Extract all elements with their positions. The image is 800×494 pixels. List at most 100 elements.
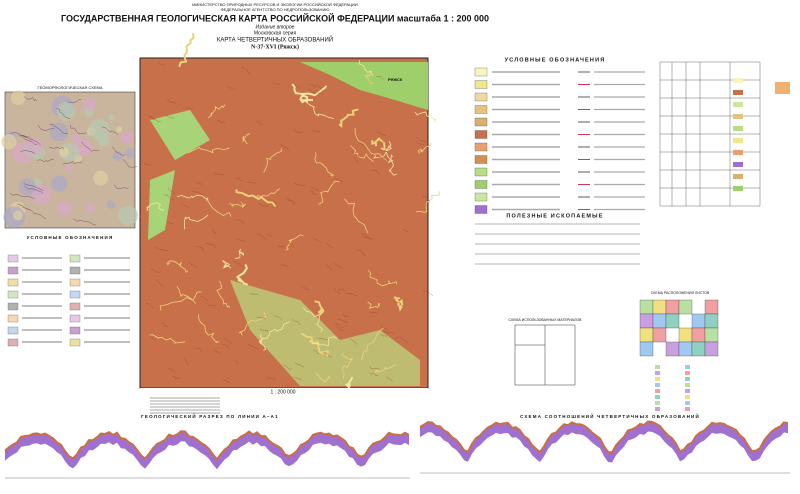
contour — [188, 262, 198, 269]
river — [371, 137, 386, 150]
contour — [356, 248, 366, 256]
contour — [380, 141, 388, 146]
sheet-key — [685, 383, 690, 387]
contour — [394, 300, 403, 307]
contour — [195, 347, 203, 352]
contour — [313, 349, 320, 355]
river — [338, 108, 359, 128]
contour — [221, 344, 230, 349]
contour — [300, 285, 310, 290]
inset-line — [113, 185, 129, 190]
contour — [312, 129, 321, 132]
contour — [380, 333, 387, 337]
river — [258, 338, 267, 351]
contour — [277, 245, 286, 248]
table-swatch — [733, 150, 743, 155]
sheet-cell — [639, 313, 654, 329]
inset-line — [62, 161, 82, 165]
contour — [256, 317, 266, 320]
inset-line — [49, 123, 69, 134]
contour — [236, 238, 246, 243]
sheet-key — [655, 377, 660, 381]
river — [354, 127, 388, 161]
contour — [384, 330, 395, 334]
materials-scheme — [514, 324, 576, 386]
legend-swatch — [7, 338, 19, 347]
contour — [371, 170, 381, 175]
contour — [205, 242, 216, 248]
map-notes — [150, 397, 220, 414]
sheet-key — [685, 401, 690, 405]
sheet-cell — [652, 313, 667, 329]
sheet-cell — [652, 299, 667, 315]
contour — [247, 181, 257, 185]
sheet-cell — [691, 313, 706, 329]
inset-zone — [119, 130, 133, 144]
map-zone — [230, 280, 420, 386]
river — [183, 214, 209, 230]
river — [263, 148, 282, 173]
river — [206, 197, 232, 217]
river — [389, 153, 398, 176]
contour — [192, 191, 204, 196]
inset-zone — [56, 101, 76, 121]
contour — [196, 182, 204, 187]
river — [146, 202, 164, 212]
contour — [162, 321, 169, 328]
river — [166, 260, 189, 273]
contour — [227, 86, 236, 90]
sheet-key — [685, 377, 690, 381]
contour — [377, 155, 390, 162]
inset-line — [70, 124, 87, 135]
inset-zone — [82, 97, 97, 112]
contour — [223, 338, 233, 345]
inset-zone — [93, 170, 109, 186]
inset-zone — [64, 163, 73, 172]
table-swatch — [733, 114, 743, 119]
river — [207, 104, 226, 119]
inset-zone — [18, 178, 36, 196]
legend-swatch — [474, 167, 488, 177]
contour — [351, 151, 360, 159]
sheet-cell — [665, 299, 680, 315]
inset-zone — [118, 205, 138, 226]
inset-line — [18, 133, 41, 146]
contour — [234, 359, 239, 364]
inset-line — [9, 193, 35, 199]
inset-line — [111, 146, 125, 156]
contour — [155, 246, 164, 250]
legend-swatch — [69, 314, 81, 323]
river — [309, 336, 338, 347]
contour — [326, 242, 334, 249]
river — [235, 189, 277, 208]
legend-swatch — [7, 266, 19, 275]
river — [229, 202, 246, 209]
contour — [256, 120, 263, 126]
contour — [294, 183, 305, 186]
sheet-number: N-37-XVI (Ряжск) — [251, 43, 299, 50]
inset-zone — [12, 210, 23, 221]
inset-pattern — [1, 90, 138, 228]
legend-swatch — [69, 290, 81, 299]
river — [364, 74, 374, 85]
contour — [308, 83, 316, 88]
contour — [317, 338, 328, 340]
river — [417, 142, 432, 154]
contour — [313, 238, 322, 244]
inset-line — [22, 207, 47, 220]
inset-line — [67, 99, 82, 103]
inset-line — [73, 218, 97, 226]
contour — [200, 296, 208, 302]
table-swatch — [733, 162, 743, 167]
sheets-title: СХЕМА РАСПОЛОЖЕНИЯ ЛИСТОВ — [651, 291, 710, 295]
inset-line — [23, 96, 37, 102]
contour — [166, 99, 177, 104]
inset-zone — [88, 119, 111, 141]
river — [216, 280, 231, 308]
section-top — [4, 430, 410, 461]
section-top — [419, 420, 789, 454]
inset-line — [23, 183, 44, 191]
river — [300, 332, 329, 357]
legend-title: УСЛОВНЫЕ ОБОЗНАЧЕНИЯ — [505, 57, 606, 63]
contour — [217, 120, 226, 123]
